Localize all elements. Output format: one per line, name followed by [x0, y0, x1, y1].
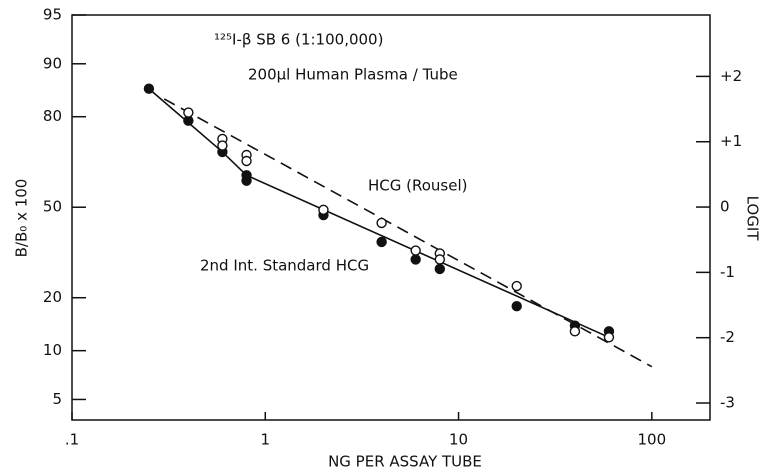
y2-tick-label: -1	[720, 263, 735, 281]
x-tick-label: 10	[449, 431, 468, 449]
data-point	[603, 332, 615, 343]
data-point	[217, 140, 228, 151]
data-point	[143, 83, 155, 94]
y-axis-label: B/B₀ x 100	[13, 179, 31, 258]
annotation: 2nd Int. Standard HCG	[200, 257, 369, 275]
data-point	[569, 326, 581, 337]
data-point	[410, 254, 421, 265]
y2-tick-label: 0	[720, 198, 730, 216]
data-point	[511, 280, 522, 292]
data-point	[434, 263, 446, 275]
x-axis-label: NG PER ASSAY TUBE	[328, 453, 482, 471]
annotation: 200μl Human Plasma / Tube	[248, 66, 458, 84]
y-tick-label: 80	[43, 107, 62, 125]
y-tick-label: 20	[43, 288, 62, 306]
y2-tick-label: -2	[720, 328, 735, 346]
y2-tick-label: +2	[720, 67, 742, 85]
y-tick-label: 10	[43, 341, 62, 359]
x-tick-label: 1	[260, 431, 270, 449]
data-point	[410, 245, 421, 256]
data-point	[241, 155, 252, 167]
y2-tick-label: -3	[720, 394, 735, 412]
y2-axis-label: LOGIT	[744, 196, 762, 242]
y-tick-label: 5	[52, 390, 62, 408]
data-point	[434, 254, 446, 265]
plot-frame	[71, 14, 711, 421]
data-point	[318, 204, 329, 216]
fit-line	[148, 88, 610, 339]
data-point	[241, 175, 252, 186]
data-point	[183, 107, 194, 118]
annotation: HCG (Rousel)	[368, 177, 468, 195]
x-tick-label: 100	[637, 431, 666, 449]
x-tick-label: .1	[65, 431, 79, 449]
fit-line	[163, 98, 653, 368]
data-point	[511, 301, 522, 312]
y2-tick-label: +1	[720, 132, 742, 150]
data-point	[376, 236, 387, 248]
y-tick-label: 95	[43, 6, 62, 24]
data-point	[376, 217, 387, 229]
y-tick-label: 50	[43, 198, 62, 216]
y-tick-label: 90	[43, 54, 62, 72]
annotation: ¹²⁵I-β SB 6 (1:100,000)	[214, 31, 383, 49]
